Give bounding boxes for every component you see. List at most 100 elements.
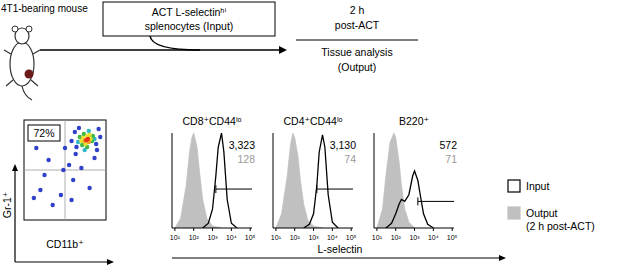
dot [38, 188, 42, 192]
mfi-label: 128 [237, 153, 255, 165]
injection-arrow [150, 36, 200, 50]
gate [418, 197, 454, 205]
mouse-tail [22, 86, 32, 100]
dot [71, 178, 75, 182]
tick [376, 228, 377, 231]
tumor [25, 70, 34, 79]
tick-label: 10² [391, 234, 402, 241]
dot [96, 127, 100, 131]
tick [313, 228, 314, 231]
analysis-text: (Output) [338, 61, 377, 73]
mouse-icon [4, 26, 40, 100]
mouse-label: 4T1-bearing mouse [1, 3, 88, 14]
tick [174, 228, 175, 231]
time-text: post-ACT [335, 19, 380, 31]
gate-line [418, 201, 454, 202]
histogram-area [175, 133, 222, 228]
plot-area [377, 133, 433, 228]
tick [351, 228, 352, 231]
x-axis-label: L-selectin [318, 243, 363, 255]
tick-label: 10³ [308, 234, 319, 241]
arrow-head [279, 46, 287, 54]
dot [94, 142, 98, 146]
tick-label: 10⁴ [327, 234, 338, 241]
tick-label: 10⁵ [447, 234, 458, 241]
gate-line [317, 189, 353, 190]
panel-title: CD8⁺CD44ˡᵒ [182, 115, 241, 127]
tick-label: 10¹ [271, 234, 282, 241]
legend-swatch [508, 207, 520, 219]
gate [317, 185, 353, 193]
mouse-legs [4, 50, 40, 86]
dot [63, 146, 67, 150]
dot [67, 163, 71, 167]
dot [74, 145, 78, 149]
x-axis-label: CD11b⁺ [46, 238, 83, 250]
arrow-head [499, 255, 506, 261]
dot [98, 135, 102, 139]
injection-text: ACT L-selectinʰⁱ [152, 6, 227, 18]
dot [42, 173, 46, 177]
tick [433, 228, 434, 231]
timeline-arrow [40, 49, 279, 51]
gate-line [216, 189, 252, 190]
tick-label: 10² [290, 234, 301, 241]
analysis-text: Tissue analysis [321, 46, 392, 58]
plot-frame [24, 120, 106, 220]
dot [87, 129, 91, 133]
dot [34, 146, 38, 150]
mfi-label: 572 [439, 139, 457, 151]
injection-text: splenocytes (Input) [145, 20, 234, 32]
plot-area [24, 120, 106, 220]
tick [452, 228, 453, 231]
dot [32, 196, 36, 200]
mfi-label: 74 [344, 153, 356, 165]
y-axis [273, 133, 274, 228]
tick [193, 228, 194, 231]
tick [275, 228, 276, 231]
mouse-body [10, 42, 34, 86]
dot [46, 158, 50, 162]
dot [84, 138, 88, 142]
panel-title: CD4⁺CD44ˡᵒ [283, 115, 342, 127]
tick [250, 228, 251, 231]
tick-label: 10² [189, 234, 200, 241]
arrow-head [12, 164, 18, 171]
tick [414, 228, 415, 231]
dot [59, 193, 63, 197]
separator [296, 40, 418, 41]
plot-area [175, 133, 237, 228]
legend-swatch [508, 180, 520, 192]
tick [395, 228, 396, 231]
tick [231, 228, 232, 231]
gate-end [316, 185, 317, 193]
legend-label: Output [526, 207, 558, 219]
tick-label: 10⁴ [428, 234, 439, 241]
dot [73, 130, 77, 134]
injection-box [103, 2, 275, 36]
gate-label-box [28, 125, 60, 141]
x-axis [172, 228, 252, 229]
dot [92, 156, 96, 160]
tick-label: 10¹ [170, 234, 181, 241]
y-axis-arrow [14, 170, 15, 262]
gate-end [215, 185, 216, 193]
tick [332, 228, 333, 231]
tick-label: 10⁵ [346, 234, 357, 241]
time-text: 2 h [350, 4, 365, 16]
x-axis-arrow [15, 261, 108, 262]
tick [212, 228, 213, 231]
x-axis [273, 228, 353, 229]
tick-label: 10¹ [372, 234, 383, 241]
dot [69, 139, 73, 143]
tick-label: 10³ [207, 234, 218, 241]
x-axis [374, 228, 454, 229]
y-axis [374, 133, 375, 228]
dot [95, 148, 99, 152]
dot [87, 186, 91, 190]
tick-label: 10⁴ [226, 234, 237, 241]
mfi-label: 3,323 [229, 139, 255, 151]
legend-label: (2 h post-ACT) [526, 220, 595, 232]
mfi-label: 71 [445, 153, 457, 165]
tick-label: 10⁵ [245, 234, 256, 241]
